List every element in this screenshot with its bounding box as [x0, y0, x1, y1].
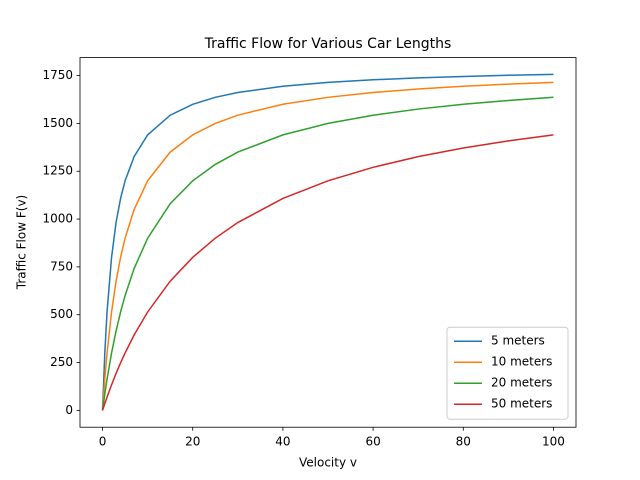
- y-tick-label: 250: [50, 355, 73, 369]
- x-tick-label: 40: [275, 435, 290, 449]
- y-tick-label: 500: [50, 307, 73, 321]
- legend-label: 5 meters: [491, 334, 545, 348]
- y-tick-label: 1500: [42, 116, 73, 130]
- line-series: [101, 134, 554, 411]
- plot-frame: [79, 57, 577, 428]
- x-tick-label: 20: [185, 435, 200, 449]
- legend-label: 20 meters: [491, 376, 552, 390]
- x-tick-label: 0: [99, 435, 107, 449]
- y-tick-label: 1750: [42, 68, 73, 82]
- x-tick-label: 100: [542, 435, 565, 449]
- y-tick-label: 1250: [42, 164, 73, 178]
- x-tick-label: 80: [456, 435, 471, 449]
- line-series: [101, 96, 554, 411]
- y-axis-label: Traffic Flow F(v): [15, 195, 29, 290]
- x-tick-label: 60: [365, 435, 380, 449]
- line-series: [101, 73, 554, 411]
- line-series: [101, 81, 554, 411]
- y-tick-label: 750: [50, 259, 73, 273]
- legend-label: 50 meters: [491, 397, 552, 411]
- y-tick-label: 1000: [42, 212, 73, 226]
- legend-box: [446, 326, 569, 420]
- legend-label: 10 meters: [491, 355, 552, 369]
- y-tick-label: 0: [65, 403, 73, 417]
- x-axis-label: Velocity v: [299, 456, 357, 470]
- chart-title: Traffic Flow for Various Car Lengths: [204, 36, 452, 52]
